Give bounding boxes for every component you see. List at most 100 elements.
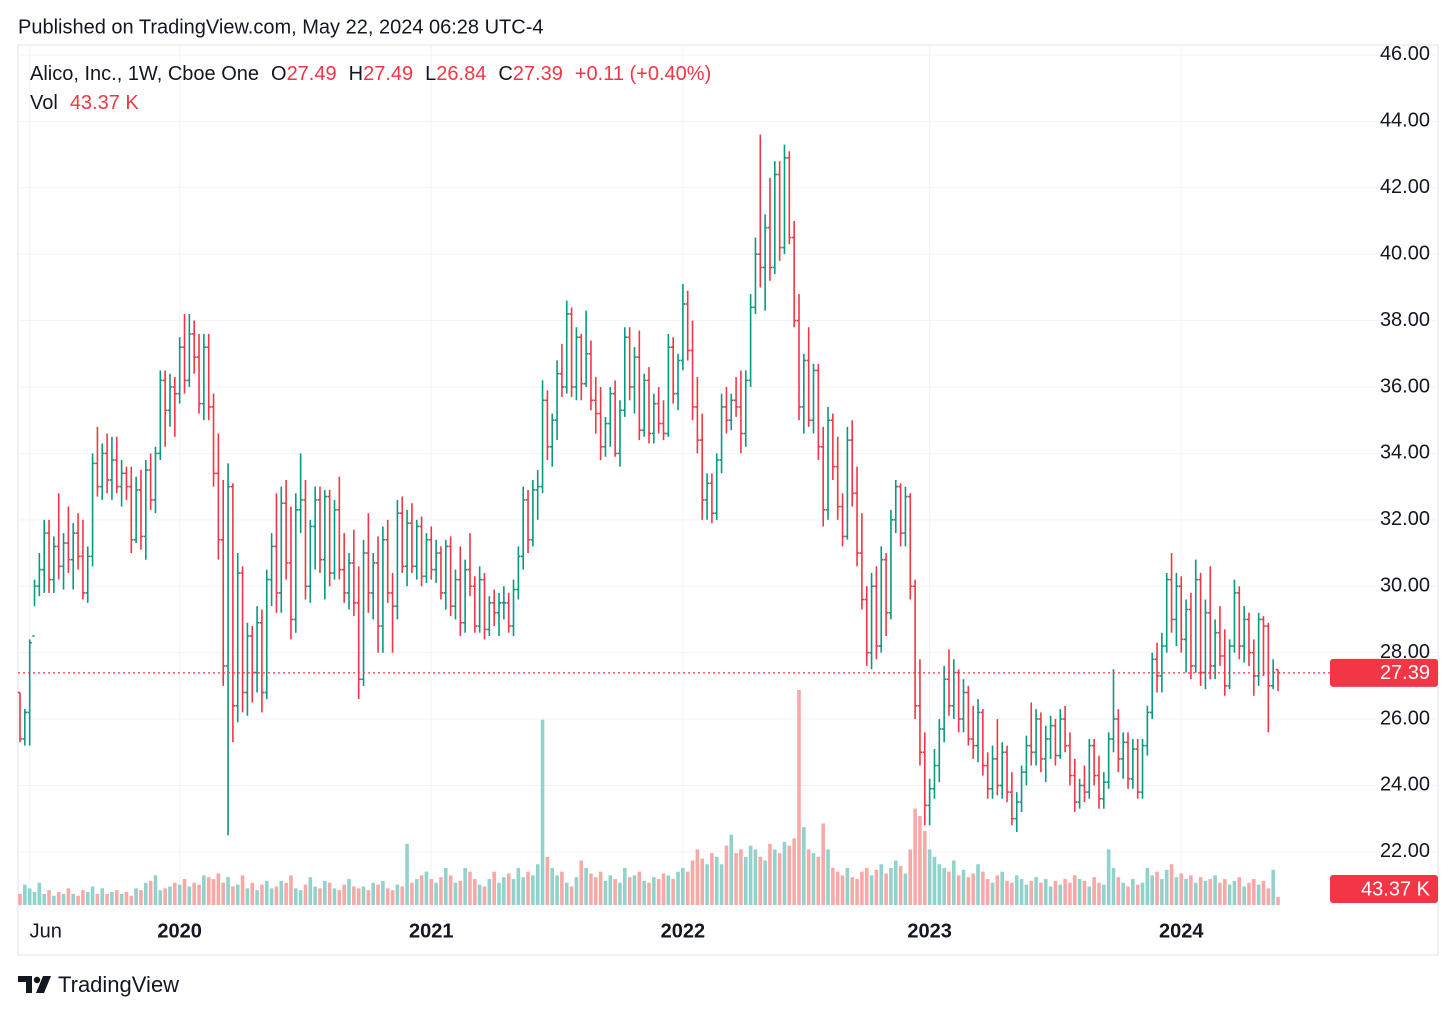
volume-bar [690, 860, 695, 905]
volume-bar [1198, 877, 1203, 905]
y-tick-label: 36.00 [1380, 375, 1430, 397]
volume-bar [100, 888, 105, 905]
volume-bar [293, 888, 298, 905]
price-pane [17, 134, 1281, 836]
volume-bar [414, 879, 419, 905]
volume-bar [182, 879, 187, 905]
volume-bar [318, 888, 322, 905]
volume-bar [695, 849, 700, 905]
volume-bar [90, 886, 95, 905]
volume-bar [492, 871, 496, 905]
y-tick-label: 34.00 [1380, 442, 1430, 464]
volume-bar [773, 849, 777, 905]
volume-bar [589, 873, 593, 905]
legend-item: 26.84 [436, 63, 486, 85]
volume-bar [792, 838, 796, 905]
volume-bar [1106, 849, 1111, 905]
volume-bar [206, 877, 211, 905]
volume-bar [1189, 875, 1193, 905]
volume-bar [71, 893, 76, 905]
volume-bar [632, 875, 637, 905]
volume-bar [366, 890, 371, 905]
volume-bar [797, 690, 801, 905]
volume-bar [1222, 879, 1227, 905]
volume-bar [898, 866, 903, 905]
volume-bar [1102, 884, 1106, 905]
volume-bar [976, 864, 980, 905]
volume-bar [129, 895, 134, 905]
volume-bar [298, 890, 303, 905]
volume-bar [226, 877, 230, 905]
volume-bar [434, 882, 438, 905]
volume-bar [1048, 886, 1053, 905]
legend-item: O [271, 63, 287, 85]
axes: 22.00 24.00 26.00 28.00 30.00 32.00 34.00 36.00… [18, 43, 1438, 942]
volume-bar [971, 873, 975, 905]
volume-bar [879, 864, 884, 905]
volume-bar [1145, 867, 1150, 905]
volume-bar [110, 892, 114, 905]
volume-bar [560, 871, 564, 905]
volume-bar [932, 856, 937, 905]
volume-bar [516, 867, 521, 905]
volume-bar [966, 877, 971, 905]
volume-bar [1077, 879, 1082, 905]
volume-bar [860, 871, 864, 905]
volume-bar [521, 877, 525, 905]
volume-pill-label: 43.37 K [1361, 878, 1431, 900]
volume-bar [95, 893, 100, 905]
volume-bar [197, 884, 201, 905]
volume-bar [119, 893, 124, 905]
volume-bar [385, 888, 390, 905]
volume-bar [458, 880, 463, 905]
volume-bar [569, 886, 574, 905]
volume-bar [729, 834, 734, 905]
volume-bar [627, 877, 632, 905]
volume-bar [313, 886, 317, 905]
volume-bar [739, 849, 743, 905]
y-tick-label: 38.00 [1380, 309, 1430, 331]
volume-bar [719, 864, 724, 905]
volume-bar [337, 890, 342, 905]
volume-bar [477, 884, 482, 905]
volume-bar [1029, 880, 1034, 905]
volume-bar [473, 879, 477, 905]
volume-bar [531, 875, 535, 905]
volume-bar [743, 856, 748, 905]
volume-bar [1155, 871, 1159, 905]
y-tick-label: 28.00 [1380, 641, 1430, 663]
volume-bar [376, 884, 380, 905]
volume-bar [177, 884, 182, 905]
volume-bar [816, 856, 821, 905]
volume-bar [240, 875, 245, 905]
chart-frame [17, 44, 1439, 956]
volume-bar [1208, 879, 1213, 905]
volume-bar [279, 880, 284, 905]
y-tick-label: 42.00 [1380, 176, 1430, 198]
volume-bar [173, 882, 177, 905]
volume-bar [1116, 877, 1121, 905]
volume-bar [274, 886, 279, 905]
volume-bar [506, 873, 511, 905]
volume-bar [76, 895, 80, 905]
x-tick-label: 2021 [409, 920, 454, 942]
volume-bar [922, 830, 927, 905]
volume-bar [144, 882, 148, 905]
volume-bar [705, 864, 709, 905]
volume-bar [85, 892, 90, 905]
grid [18, 45, 1438, 905]
volume-bar [1237, 877, 1242, 905]
volume-bar [850, 877, 855, 905]
volume-bar [1160, 879, 1164, 905]
volume-bar [782, 841, 787, 905]
volume-bar [574, 877, 579, 905]
volume-bar [168, 886, 172, 905]
volume-bar [424, 871, 429, 905]
volume-bar [356, 888, 361, 905]
legend-item: +0.11 (+0.40%) [575, 63, 711, 85]
volume-bar [864, 867, 869, 905]
volume-bar [1010, 882, 1014, 905]
volume-bar [724, 845, 729, 905]
volume-bar [1184, 879, 1188, 905]
volume-bar [511, 879, 516, 905]
